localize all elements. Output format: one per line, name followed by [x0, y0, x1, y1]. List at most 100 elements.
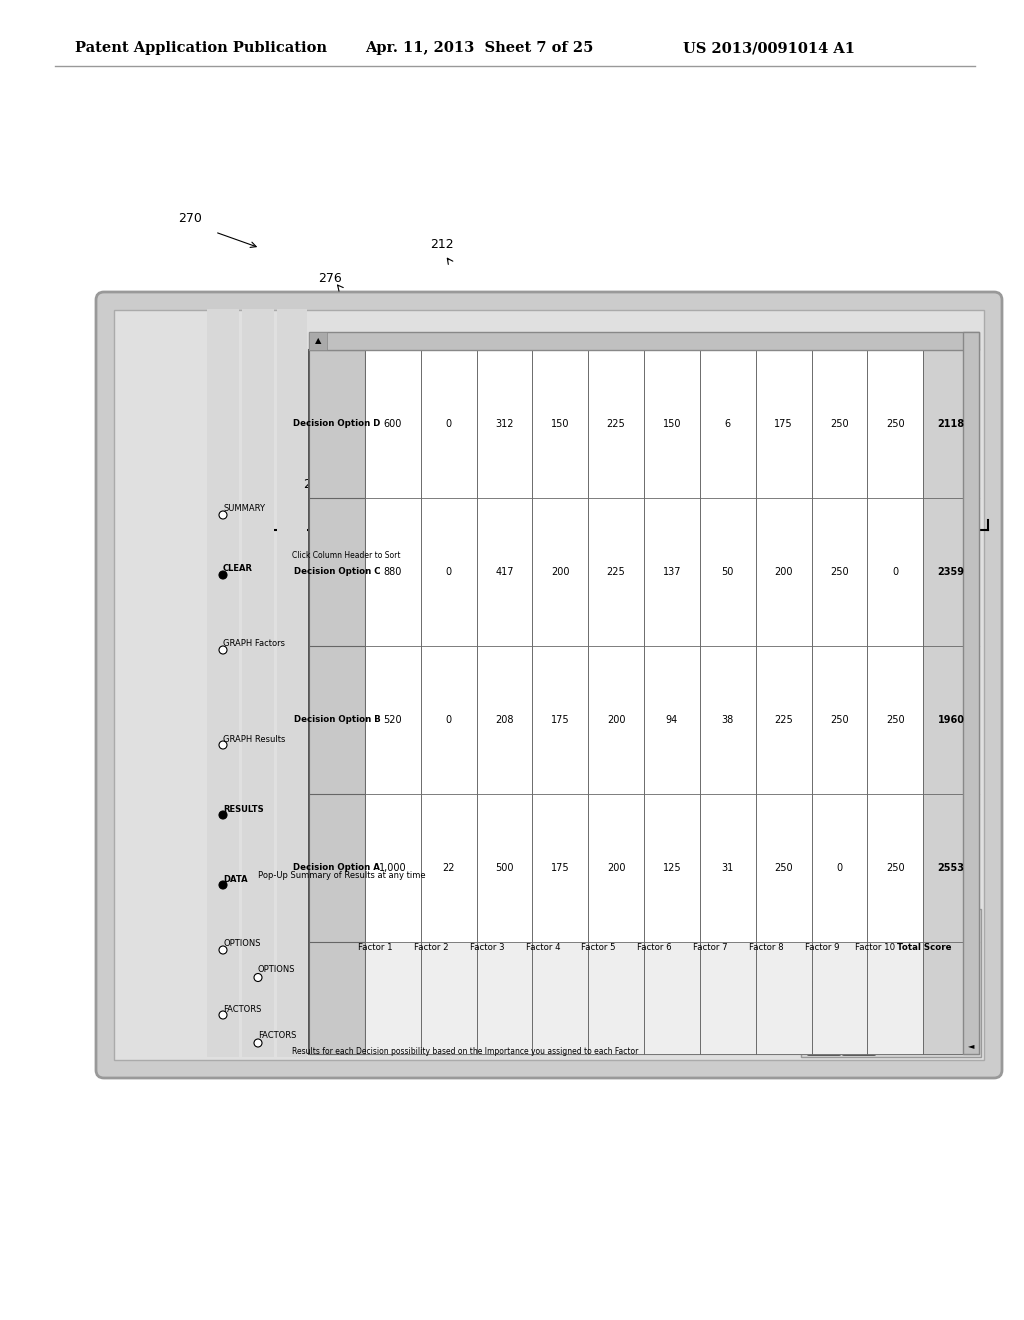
Text: 250: 250	[886, 863, 904, 873]
Text: 225: 225	[774, 715, 793, 725]
Bar	[801, 909, 981, 1057]
Bar	[532, 942, 588, 1053]
Text: 22: 22	[442, 863, 455, 873]
Bar	[963, 333, 979, 1053]
Text: Click Column Header to Sort: Click Column Header to Sort	[292, 550, 400, 560]
Circle shape	[219, 511, 227, 519]
Text: 0: 0	[837, 863, 843, 873]
Text: 270: 270	[178, 213, 202, 224]
Text: 212: 212	[430, 239, 454, 252]
Bar	[309, 333, 327, 350]
Text: Fig. 7: Fig. 7	[800, 548, 845, 562]
Text: 250: 250	[886, 418, 904, 429]
Bar	[309, 350, 365, 1053]
Bar	[476, 645, 532, 795]
Bar	[924, 350, 979, 498]
Text: 31: 31	[722, 863, 734, 873]
Text: 417: 417	[496, 568, 514, 577]
Text: 200: 200	[774, 568, 793, 577]
Bar	[644, 795, 699, 942]
Bar	[365, 795, 421, 942]
Bar	[421, 942, 476, 1053]
Text: Results for each Decision possibility based on the Importance you assigned to ea: Results for each Decision possibility ba…	[292, 1048, 638, 1056]
Bar	[588, 498, 644, 645]
Text: 520: 520	[383, 715, 402, 725]
Text: 500: 500	[496, 863, 514, 873]
Text: Decision Option B: Decision Option B	[294, 715, 380, 725]
Text: US 2013/0091014 A1: US 2013/0091014 A1	[683, 41, 855, 55]
Bar	[365, 942, 421, 1053]
Text: 880: 880	[384, 568, 402, 577]
Bar	[867, 942, 924, 1053]
FancyBboxPatch shape	[96, 292, 1002, 1078]
Text: 600: 600	[384, 418, 402, 429]
Text: Factor 3: Factor 3	[470, 942, 505, 952]
Bar	[867, 350, 924, 498]
Text: 137: 137	[663, 568, 681, 577]
Text: Apr. 11, 2013  Sheet 7 of 25: Apr. 11, 2013 Sheet 7 of 25	[365, 41, 593, 55]
Text: 312: 312	[496, 418, 514, 429]
Bar	[699, 498, 756, 645]
Text: 175: 175	[774, 418, 793, 429]
Text: 0: 0	[445, 715, 452, 725]
Text: 278: 278	[303, 478, 327, 491]
Bar	[588, 350, 644, 498]
Text: 38: 38	[722, 715, 734, 725]
Bar	[476, 795, 532, 942]
Bar	[278, 309, 307, 1057]
Text: GRAPH Results: GRAPH Results	[223, 734, 286, 743]
Text: 250: 250	[886, 715, 904, 725]
Bar	[756, 795, 811, 942]
Text: 0: 0	[445, 418, 452, 429]
Bar	[532, 498, 588, 645]
Bar	[421, 645, 476, 795]
Bar	[867, 645, 924, 795]
Text: 250: 250	[830, 418, 849, 429]
Text: 200: 200	[551, 568, 569, 577]
Text: 150: 150	[551, 418, 569, 429]
Text: GRAPH Factors: GRAPH Factors	[223, 639, 285, 648]
Circle shape	[254, 973, 262, 982]
Bar	[365, 645, 421, 795]
Bar	[588, 795, 644, 942]
Text: 274: 274	[890, 474, 913, 487]
Text: 272: 272	[637, 541, 660, 554]
Text: SUMMARY: SUMMARY	[223, 504, 265, 513]
Bar	[699, 350, 756, 498]
Bar	[644, 498, 699, 645]
Bar	[644, 350, 699, 498]
Text: Save or Load: Save or Load	[824, 981, 894, 990]
Text: 0: 0	[445, 568, 452, 577]
Text: Decision Option A: Decision Option A	[294, 863, 380, 873]
Bar	[867, 795, 924, 942]
Bar	[811, 498, 867, 645]
Text: RESULTS: RESULTS	[223, 804, 263, 813]
Bar	[588, 645, 644, 795]
Bar	[699, 645, 756, 795]
Bar	[924, 795, 979, 942]
Bar	[811, 350, 867, 498]
Text: 208: 208	[496, 715, 514, 725]
Bar	[811, 645, 867, 795]
Bar	[588, 942, 644, 1053]
Bar	[365, 498, 421, 645]
Text: FACTORS: FACTORS	[258, 1031, 296, 1040]
Bar	[309, 350, 979, 1053]
Text: 225: 225	[606, 418, 626, 429]
Text: OPTIONS: OPTIONS	[258, 965, 296, 974]
Circle shape	[219, 645, 227, 653]
Text: Factor 5: Factor 5	[582, 942, 616, 952]
Bar	[756, 498, 811, 645]
Text: Factor 8: Factor 8	[749, 942, 783, 952]
Text: 200: 200	[607, 715, 626, 725]
Bar	[532, 795, 588, 942]
Bar	[756, 350, 811, 498]
Bar	[421, 498, 476, 645]
Bar	[924, 942, 979, 1053]
Text: Factor 6: Factor 6	[637, 942, 672, 952]
Text: 150: 150	[663, 418, 681, 429]
Text: Pop-Up Summary of Results at any time: Pop-Up Summary of Results at any time	[258, 870, 426, 879]
Text: 250: 250	[830, 568, 849, 577]
Bar	[476, 498, 532, 645]
Bar	[699, 942, 756, 1053]
